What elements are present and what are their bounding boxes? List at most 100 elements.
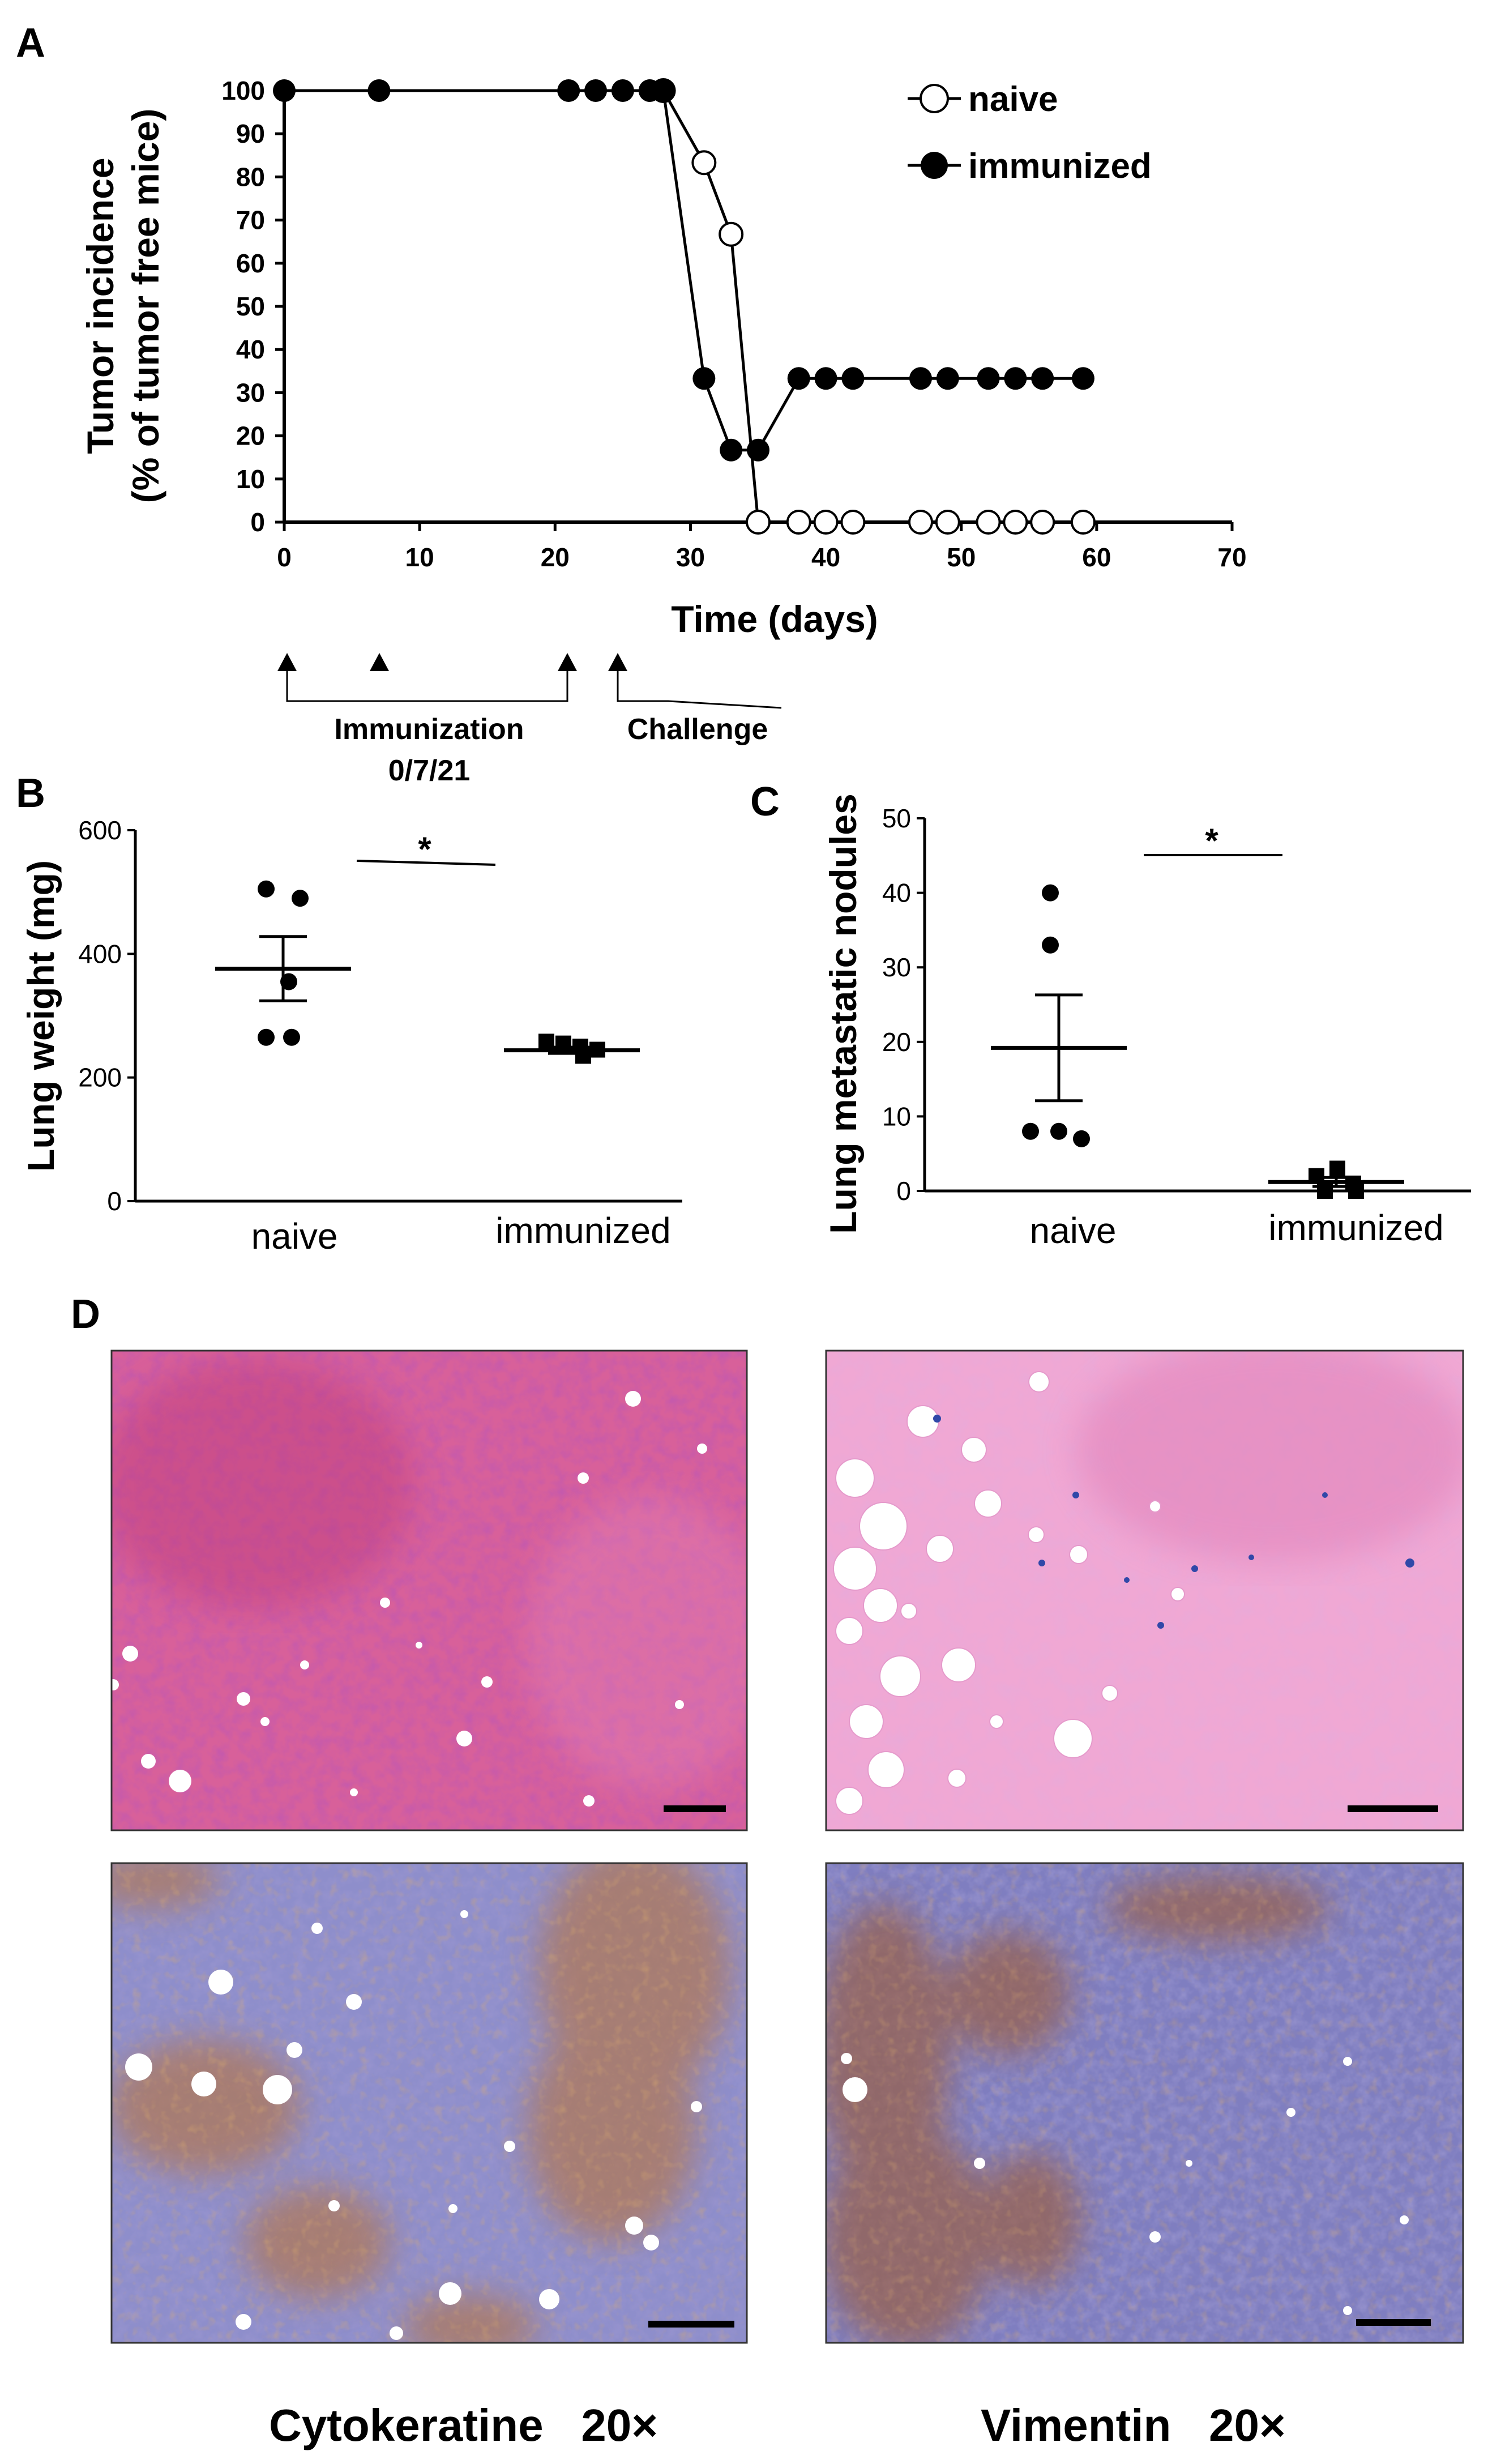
chart-b-marks <box>215 880 640 1064</box>
chart-a-point-naive <box>786 510 811 535</box>
chart-a-point-naive <box>1003 510 1028 535</box>
chart-b-point-naive <box>283 1028 300 1046</box>
chart-c-marks <box>991 884 1404 1199</box>
immunization-label: Immunization <box>334 713 524 746</box>
chart-a-point-immunized <box>273 79 296 102</box>
chart-c-y-tick-label: 20 <box>882 1027 911 1057</box>
chart-b-y-tick-label: 600 <box>78 815 122 845</box>
chart-a-y-title-line2: (% of tumor free mice) <box>125 109 166 503</box>
chart-a-y-tick-label: 70 <box>236 206 265 235</box>
chart-a-y-tick-label: 90 <box>236 119 265 148</box>
chart-a-point-immunized <box>611 79 634 102</box>
chart-b-point-immunized <box>555 1035 571 1052</box>
chart-a-x-tick-label: 0 <box>277 543 292 572</box>
chart-a-point-immunized <box>692 367 716 390</box>
chart-c-point-immunized <box>1348 1183 1364 1199</box>
chart-a-y-tick-label: 60 <box>236 249 265 278</box>
chart-a-point-immunized <box>814 367 837 390</box>
chart-b: 0 200 400 600 Lung weight (mg) naive immuni… <box>20 815 682 1257</box>
chart-a-point-immunized <box>1031 367 1054 390</box>
chart-c-significance-star: * <box>1205 822 1218 860</box>
scale-bar-1 <box>664 1805 726 1812</box>
scale-bar-2 <box>1348 1805 1438 1812</box>
chart-a-point-immunized <box>557 79 580 102</box>
chart-a-point-immunized <box>652 79 675 102</box>
chart-a-point-immunized <box>841 367 865 390</box>
arrow-day-0 <box>277 653 297 671</box>
chart-c-point-immunized <box>1329 1160 1345 1177</box>
chart-b-y-tick-label: 200 <box>78 1063 122 1092</box>
chart-b-point-naive <box>258 1028 275 1046</box>
chart-a-point-immunized <box>909 367 932 390</box>
scale-bar-4 <box>1356 2319 1431 2326</box>
histology-he-adipose-frame <box>825 1350 1464 1831</box>
immunization-days-label: 0/7/21 <box>388 754 471 787</box>
challenge-label: Challenge <box>627 713 768 746</box>
chart-a-point-immunized <box>367 79 391 102</box>
chart-a-point-naive <box>908 510 933 535</box>
chart-a-y-tick-label: 0 <box>250 507 265 537</box>
histology-he-tumor-frame <box>110 1350 748 1831</box>
caption-cytokeratine: Cytokeratine 20× <box>269 2400 658 2450</box>
arrow-day-7 <box>370 653 389 671</box>
chart-a-x-tick-label: 20 <box>541 543 570 572</box>
challenge-bracket <box>617 671 782 709</box>
chart-a-point-naive <box>1070 510 1096 535</box>
chart-a-y-tick-label: 100 <box>221 76 265 105</box>
chart-a-x-tick-label: 30 <box>676 543 705 572</box>
chart-a-point-naive <box>719 221 744 247</box>
chart-c-point-naive <box>1050 1122 1067 1140</box>
chart-b-y-tick-label: 0 <box>107 1186 122 1216</box>
chart-c-y-tick-label: 40 <box>882 878 911 908</box>
chart-c-point-immunized <box>1309 1168 1324 1184</box>
chart-a: 0 10 20 30 40 50 60 70 80 90 100 0 10 20 30 40 50 60 70 T… <box>79 76 1247 787</box>
panel-label-b: B <box>16 771 45 816</box>
chart-a-y-tick-label: 20 <box>236 421 265 451</box>
legend-naive-label: naive <box>968 80 1058 119</box>
chart-b-point-immunized <box>538 1034 554 1050</box>
chart-a-y-tick-label: 10 <box>236 464 265 494</box>
arrow-day-21 <box>558 653 577 671</box>
chart-a-x-tick-label: 10 <box>405 543 434 572</box>
chart-b-y-tick-label: 400 <box>78 939 122 968</box>
chart-a-y-tick-label: 50 <box>236 292 265 321</box>
chart-a-y-tick-label: 30 <box>236 378 265 407</box>
chart-a-point-naive <box>691 150 717 176</box>
chart-a-x-tick-label: 60 <box>1082 543 1111 572</box>
chart-a-point-naive <box>1030 510 1055 535</box>
chart-a-y-tick-label: 40 <box>236 335 265 364</box>
chart-a-line-immunized <box>284 89 1083 452</box>
chart-a-x-tick-label: 40 <box>811 543 840 572</box>
chart-a-point-immunized <box>787 367 810 390</box>
chart-c-category-naive: naive <box>1030 1210 1117 1251</box>
histology-cytokeratine-image <box>112 1863 747 2343</box>
histology-vimentin-frame <box>825 1862 1464 2344</box>
chart-a-y-title-line1: Tumor incidence <box>79 157 121 454</box>
chart-c-y-tick-label: 50 <box>882 804 911 833</box>
chart-a-x-tick-label: 70 <box>1217 543 1246 572</box>
chart-b-significance-star: * <box>418 830 431 868</box>
chart-a-series-lines <box>284 89 1083 524</box>
chart-b-category-naive: naive <box>251 1216 338 1257</box>
panel-label-a: A <box>16 20 45 66</box>
immunization-bracket <box>286 671 568 702</box>
chart-a-point-naive <box>840 510 866 535</box>
chart-b-point-immunized <box>589 1041 605 1058</box>
chart-a-point-immunized <box>720 438 743 462</box>
chart-b-category-immunized: immunized <box>495 1210 670 1251</box>
caption-vimentin: Vimentin 20× <box>981 2400 1286 2450</box>
chart-a-x-tick-label: 50 <box>947 543 976 572</box>
chart-a-series-points <box>273 78 1096 535</box>
chart-a-legend: naive immunized <box>908 80 1152 186</box>
chart-a-point-naive <box>976 510 1001 535</box>
chart-a-x-title: Time (days) <box>671 598 878 640</box>
chart-c-point-naive <box>1042 884 1059 902</box>
chart-c-y-tick-label: 10 <box>882 1101 911 1131</box>
chart-c-y-ticks: 0 10 20 30 40 50 <box>882 804 925 1206</box>
chart-b-point-naive <box>292 890 309 907</box>
chart-b-point-immunized <box>575 1048 591 1064</box>
histology-he-tumor-image <box>112 1351 747 1830</box>
panel-label-c: C <box>750 779 780 825</box>
chart-b-point-naive <box>280 973 297 990</box>
